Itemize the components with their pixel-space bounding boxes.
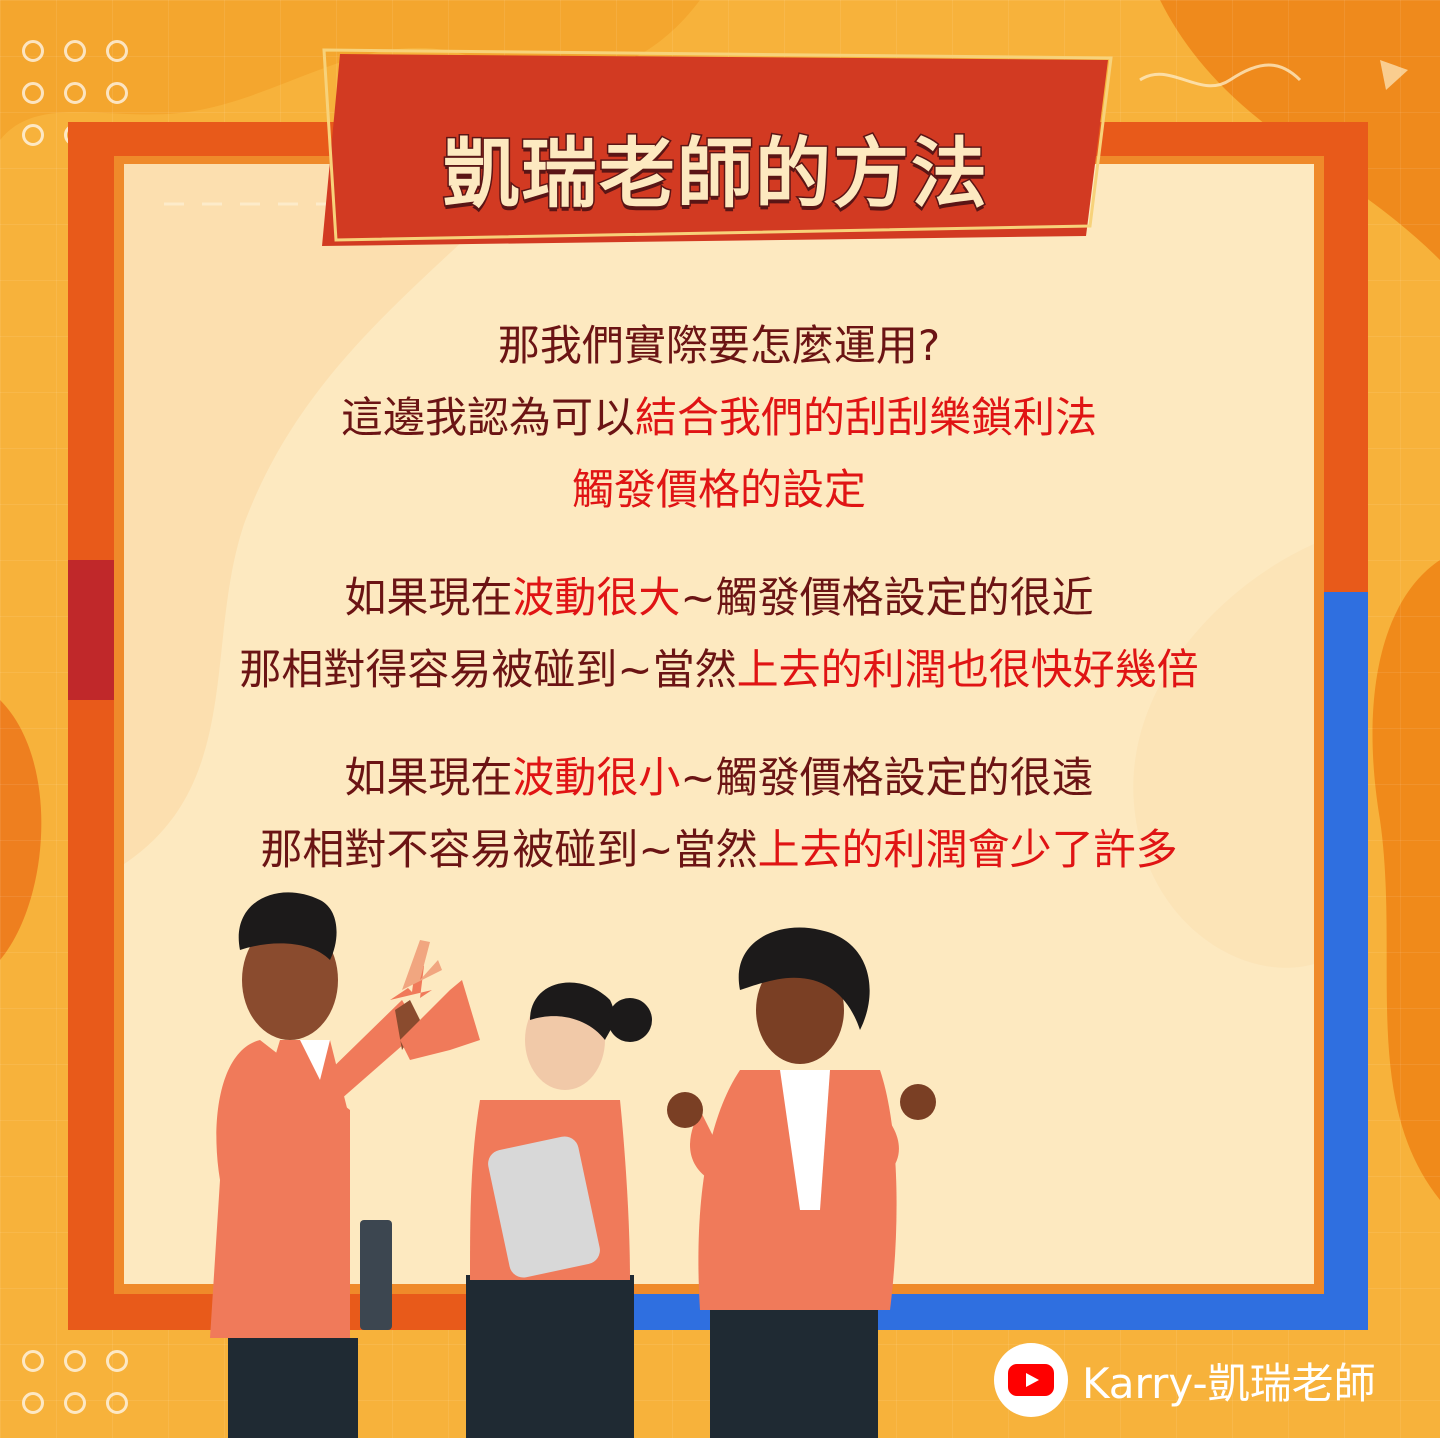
main-text: 那我們實際要怎麼運用? 這邊我認為可以結合我們的刮刮樂鎖利法觸發價格的設定如果現在… xyxy=(124,310,1314,922)
text-segment: 那相對得容易被碰到~當然 xyxy=(239,645,737,694)
highlighted-text: 波動很小 xyxy=(512,753,681,802)
text-line: 如果現在波動很大~觸發價格設定的很近 xyxy=(124,562,1314,634)
youtube-icon xyxy=(994,1343,1068,1417)
dots-bottom-left xyxy=(22,1350,128,1414)
woman-center-figure xyxy=(400,940,652,1438)
text-segment: 這邊我認為可以 xyxy=(340,393,635,442)
text-line: 那我們實際要怎麼運用? xyxy=(124,310,1314,382)
paragraph-3: 如果現在波動很小~觸發價格設定的很遠 那相對不容易被碰到~當然上去的利潤會少了許多 xyxy=(124,742,1314,886)
highlighted-text: 上去的利潤也很快好幾倍 xyxy=(736,645,1199,694)
woman-right-figure xyxy=(667,927,936,1438)
text-line: 如果現在波動很小~觸發價格設定的很遠 xyxy=(124,742,1314,814)
man-figure xyxy=(210,892,432,1438)
banner-shape xyxy=(322,48,1113,246)
highlighted-text: 觸發價格的設定 xyxy=(571,465,866,514)
highlighted-text: 結合我們的刮刮樂鎖利法 xyxy=(635,393,1098,442)
text-segment: ~觸發價格設定的很遠 xyxy=(680,753,1094,802)
people-illustration xyxy=(210,892,936,1438)
text-segment: 如果現在 xyxy=(344,753,513,802)
text-segment: 那我們實際要怎麼運用? xyxy=(497,321,941,370)
text-segment: ~觸發價格設定的很近 xyxy=(680,573,1094,622)
paragraph-2: 如果現在波動很大~觸發價格設定的很近 那相對得容易被碰到~當然上去的利潤也很快好幾… xyxy=(124,562,1314,706)
highlighted-text: 上去的利潤會少了許多 xyxy=(757,825,1178,874)
channel-label: Karry-凱瑞老師 xyxy=(1082,1358,1376,1408)
text-line: 這邊我認為可以結合我們的刮刮樂鎖利法 xyxy=(124,382,1314,454)
youtube-channel-badge[interactable]: Karry-凱瑞老師 xyxy=(994,1340,1376,1420)
text-line: 那相對得容易被碰到~當然上去的利潤也很快好幾倍 xyxy=(124,634,1314,706)
text-line: 那相對不容易被碰到~當然上去的利潤會少了許多 xyxy=(124,814,1314,886)
page-title: 凱瑞老師的方法 xyxy=(442,128,989,220)
title-banner: 凱瑞老師的方法 xyxy=(316,48,1116,248)
text-segment: 如果現在 xyxy=(344,573,513,622)
text-line: 觸發價格的設定 xyxy=(124,454,1314,526)
paragraph-1: 那我們實際要怎麼運用? 這邊我認為可以結合我們的刮刮樂鎖利法觸發價格的設定 xyxy=(124,310,1314,526)
text-segment: 那相對不容易被碰到~當然 xyxy=(260,825,758,874)
highlighted-text: 波動很大 xyxy=(512,573,681,622)
panel-wave xyxy=(124,164,1314,968)
